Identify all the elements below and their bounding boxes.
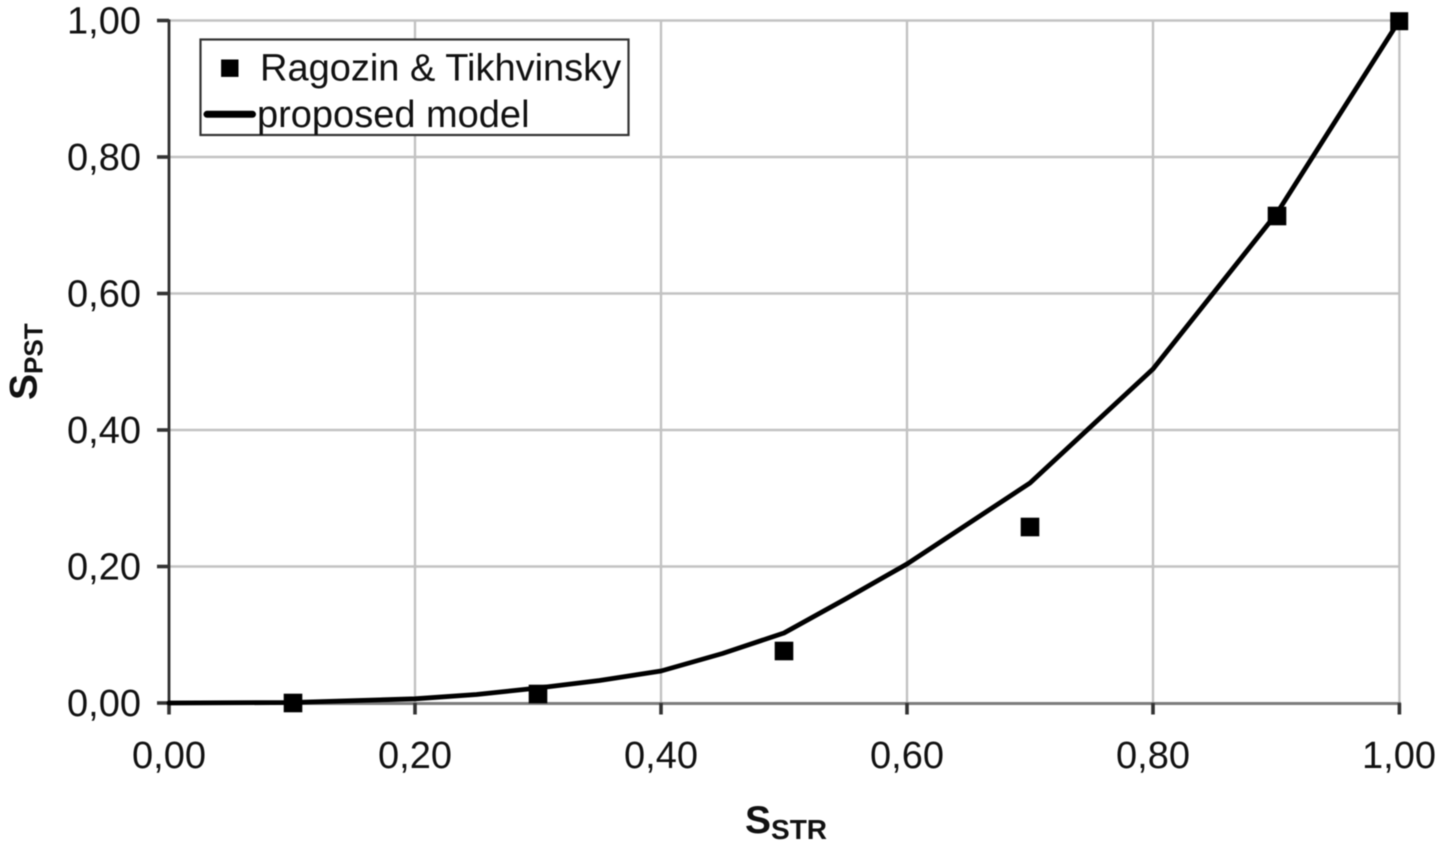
svg-text:0,00: 0,00 bbox=[67, 683, 141, 725]
svg-text:0,40: 0,40 bbox=[624, 735, 698, 777]
svg-text:0,80: 0,80 bbox=[67, 137, 141, 179]
svg-text:0,60: 0,60 bbox=[870, 735, 944, 777]
svg-text:0,20: 0,20 bbox=[67, 547, 141, 589]
svg-text:0,60: 0,60 bbox=[67, 274, 141, 316]
svg-text:1,00: 1,00 bbox=[1362, 735, 1436, 777]
svg-text:proposed model: proposed model bbox=[257, 94, 530, 136]
svg-text:SPST: SPST bbox=[3, 323, 49, 400]
svg-text:SSTR: SSTR bbox=[745, 799, 827, 845]
svg-text:0,20: 0,20 bbox=[378, 735, 452, 777]
svg-text:0,40: 0,40 bbox=[67, 410, 141, 452]
svg-text:0,00: 0,00 bbox=[132, 735, 206, 777]
svg-text:0,80: 0,80 bbox=[1116, 735, 1190, 777]
svg-text:1,00: 1,00 bbox=[67, 1, 141, 43]
svg-text:Ragozin & Tikhvinsky: Ragozin & Tikhvinsky bbox=[260, 48, 621, 90]
